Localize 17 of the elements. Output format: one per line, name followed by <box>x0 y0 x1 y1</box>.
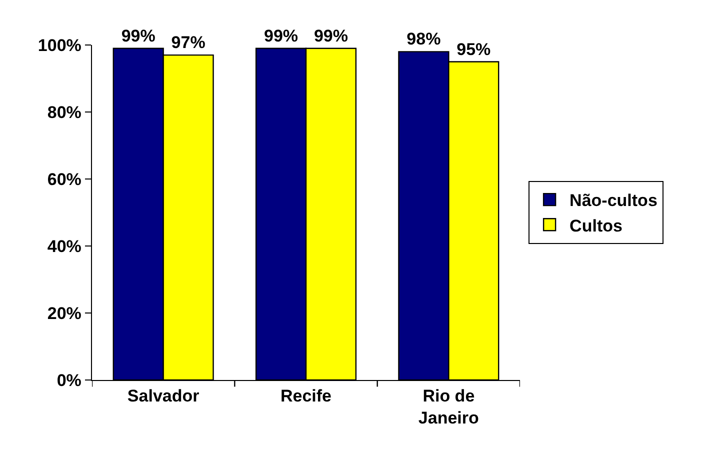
legend-label: Cultos <box>570 216 622 236</box>
data-label: 97% <box>171 33 206 52</box>
x-tick-label: Recife <box>280 386 332 406</box>
y-tick-label: 80% <box>47 102 82 122</box>
data-label: 99% <box>264 26 298 46</box>
y-tick-label: 40% <box>47 236 82 256</box>
data-label: 95% <box>456 40 491 59</box>
legend-label: Não-cultos <box>570 191 658 210</box>
x-tick-label: Salvador <box>127 386 200 406</box>
data-label: 99% <box>121 26 156 46</box>
x-tick-label: Rio de Janeiro <box>418 386 479 428</box>
data-label: 99% <box>314 26 348 46</box>
y-tick-label: 60% <box>47 170 82 189</box>
data-label: 98% <box>406 30 441 49</box>
y-tick-label: 100% <box>38 36 82 55</box>
y-tick-label: 20% <box>47 304 82 323</box>
y-tick-label: 0% <box>56 370 82 390</box>
